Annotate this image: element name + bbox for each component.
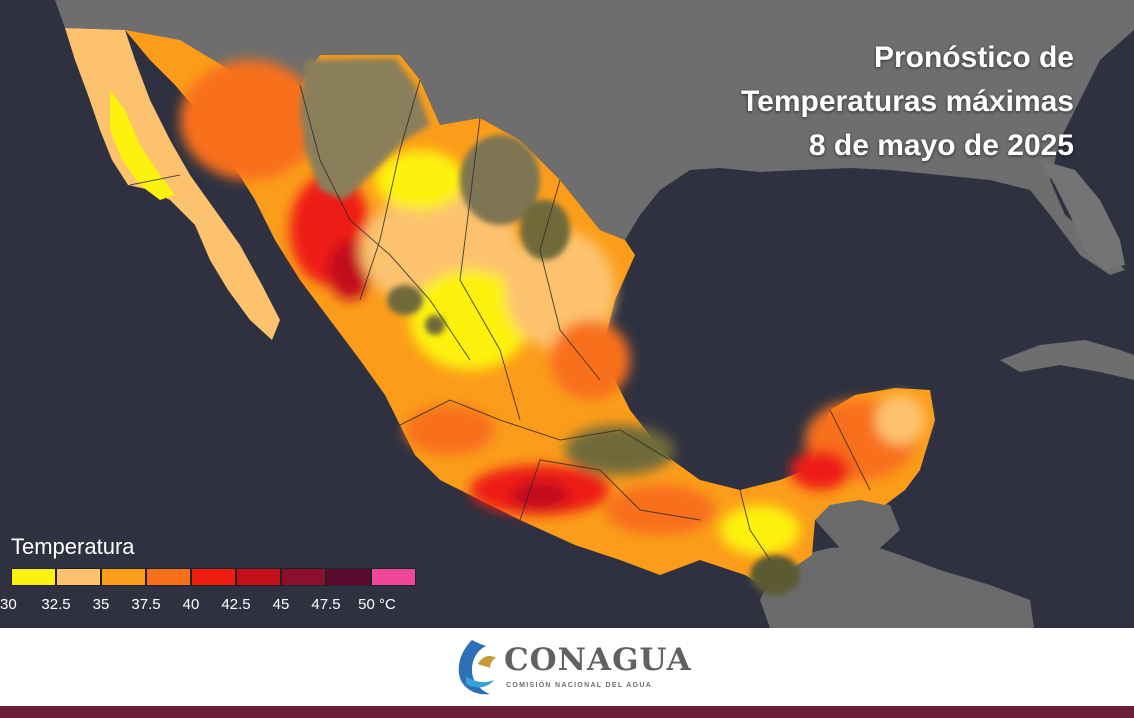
legend-swatch — [236, 568, 281, 586]
map-canvas — [55, 0, 1134, 628]
belize-guatemala-land — [815, 500, 900, 548]
brand-subtitle: COMISIÓN NACIONAL DEL AGUA — [506, 682, 653, 689]
florida-land — [1040, 160, 1125, 270]
usa-land — [55, 0, 1134, 275]
central-america-land — [760, 545, 1034, 628]
temperature-legend: Temperatura 30 32.5 35 37.5 40 42.5 45 47.5 50 °… — [0, 530, 440, 620]
brand-name: CONAGUA — [504, 642, 692, 678]
legend-swatch — [281, 568, 326, 586]
legend-tick-label: 32.5 — [41, 596, 71, 613]
legend-swatch — [56, 568, 101, 586]
legend-tick-label: 37.5 — [131, 596, 161, 613]
legend-color-bar — [11, 568, 416, 586]
legend-tick-label: 40 — [182, 596, 200, 613]
title-line-2: Temperaturas máximas — [741, 85, 1074, 118]
map-title: Pronóstico de Temperaturas máximas 8 de … — [741, 36, 1074, 168]
legend-swatch — [146, 568, 191, 586]
title-line-3: 8 de mayo de 2025 — [808, 129, 1074, 162]
legend-tick-label: 50 °C — [358, 596, 396, 613]
baja-yellow-zone — [110, 90, 175, 200]
bottom-color-strip — [0, 706, 1134, 718]
legend-title: Temperatura — [11, 534, 135, 559]
legend-swatch — [371, 568, 416, 586]
legend-swatch — [326, 568, 371, 586]
legend-swatch — [101, 568, 146, 586]
footer: CONAGUA COMISIÓN NACIONAL DEL AGUA — [0, 628, 1134, 706]
legend-tick-label: 45 — [272, 596, 290, 613]
map-panel: Pronóstico de Temperaturas máximas 8 de … — [0, 0, 1134, 628]
cuba-land — [1000, 340, 1134, 380]
title-line-1: Pronóstico de — [873, 41, 1074, 74]
conagua-logo-icon — [458, 640, 496, 695]
legend-swatch — [191, 568, 236, 586]
legend-swatch — [11, 568, 56, 586]
legend-tick-label: 47.5 — [311, 596, 341, 613]
legend-tick-label: 30 — [0, 596, 17, 613]
legend-ticks: 30 32.5 35 37.5 40 42.5 45 47.5 50 °C — [0, 596, 440, 616]
legend-tick-label: 42.5 — [221, 596, 251, 613]
legend-tick-label: 35 — [92, 596, 110, 613]
